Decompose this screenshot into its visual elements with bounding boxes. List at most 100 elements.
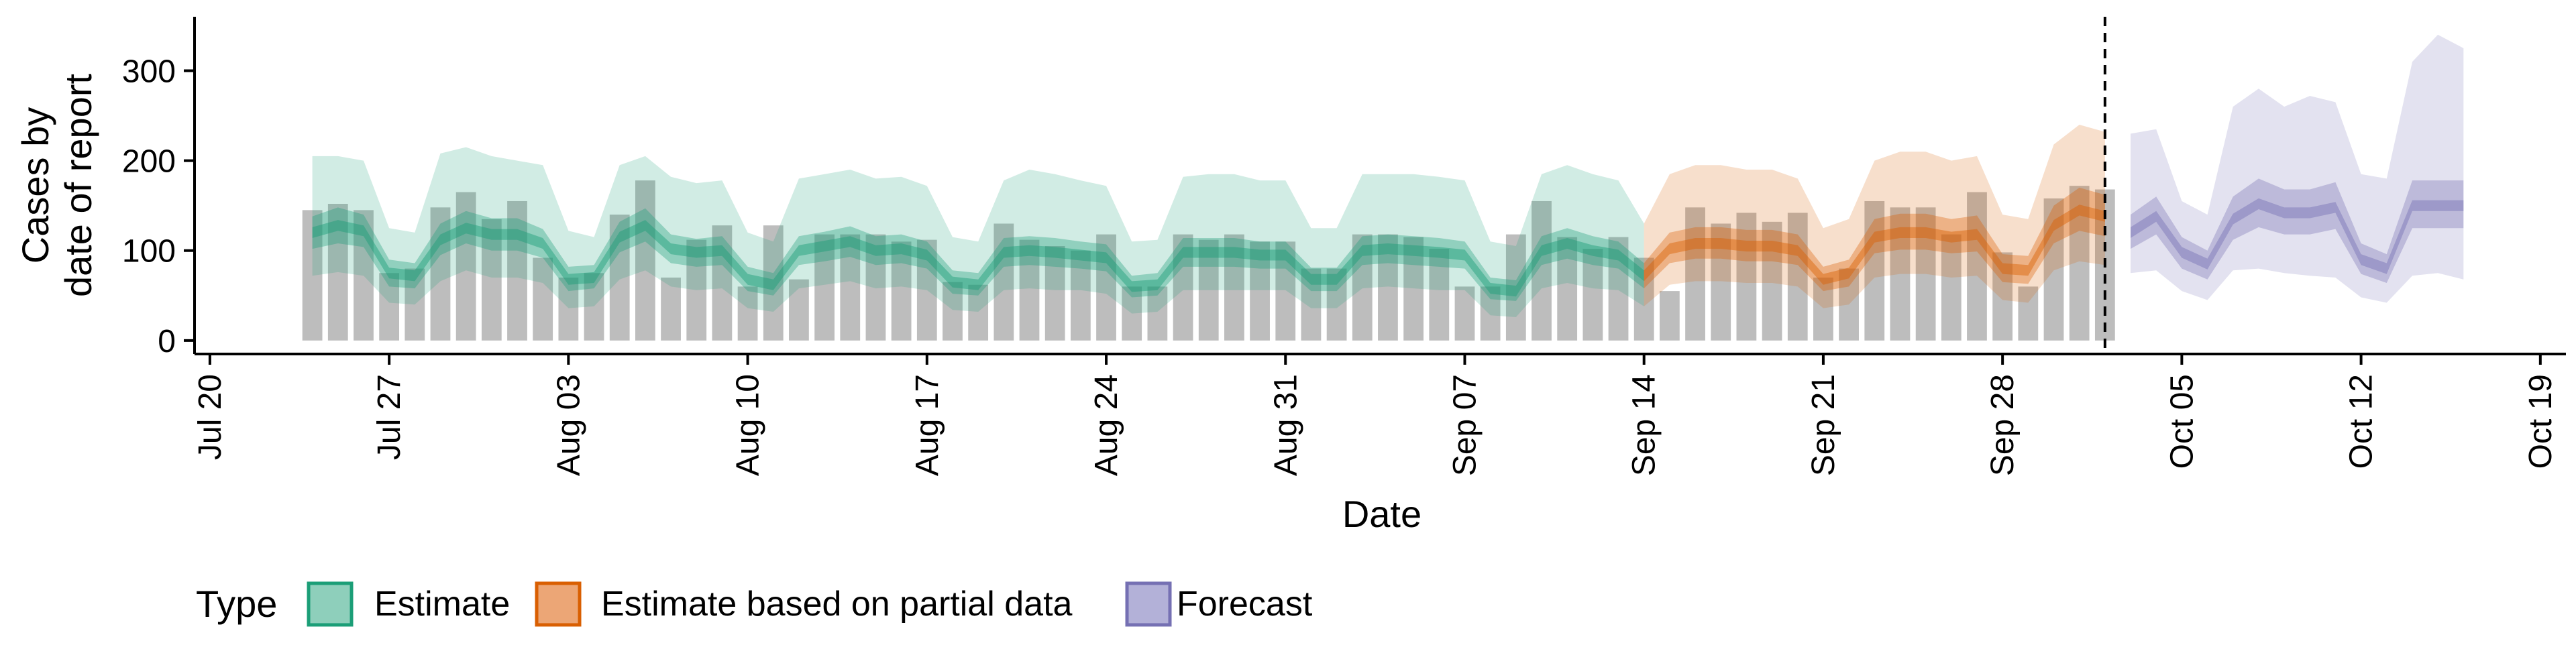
x-tick-label: Aug 10 [731,374,766,476]
reported-cases-bar [533,257,553,341]
reported-cases-bar [1505,234,1526,341]
reported-cases-bar [1685,207,1705,341]
reported-cases-bar [789,279,809,341]
reported-cases-bar [1250,241,1270,341]
y-axis-title-line-2: date of report [57,74,99,298]
reported-cases-bar [1890,207,1911,341]
x-tick-label: Oct 19 [2523,374,2559,469]
reported-cases-bar [2018,286,2039,341]
reported-cases-bar [814,234,835,341]
x-tick-label: Aug 17 [910,374,945,476]
legend-swatch-estimate [307,581,354,627]
y-tick-label: 200 [122,144,176,180]
reported-cases-bar [379,273,400,341]
x-tick-label: Jul 20 [193,374,228,460]
band-median-forecast [2131,198,2464,274]
reported-cases-bar [1198,239,1219,341]
reported-cases-bar [1070,250,1091,341]
estimate-bands [312,34,2464,317]
x-tick-label: Sep 21 [1806,374,1841,476]
reported-cases-bar [1608,237,1629,341]
x-tick-label: Sep 07 [1447,374,1483,476]
reported-cases-bar [840,234,861,341]
y-axis-title-line-1: Cases by [14,107,56,263]
reported-cases-bar [1787,213,1808,341]
reported-cases-bar [968,284,989,341]
reported-cases-bar [712,225,733,341]
legend-swatch-partial [535,581,582,627]
reported-cases-bar [1352,234,1373,341]
x-tick-label: Aug 03 [551,374,586,476]
reported-cases-bar [1659,291,1680,341]
band-50-forecast [2131,178,2464,283]
reported-cases-bar [1532,200,1552,341]
reported-cases-bar [455,192,476,341]
reported-cases-bars [302,180,2115,341]
reported-cases-bar [1454,286,1475,341]
y-tick-label: 0 [158,324,176,359]
reported-cases-bar [635,180,655,341]
reported-cases-bar [1480,286,1501,341]
legend-label-partial: Estimate based on partial data [601,585,1073,624]
reported-cases-bar [1557,237,1578,341]
legend-label-estimate: Estimate [374,585,510,624]
reported-cases-bar [1967,192,1987,341]
x-tick-label: Jul 27 [372,374,407,460]
reported-cases-bar [1301,268,1322,341]
reported-cases-bar [1941,234,1962,341]
x-tick-label: Oct 12 [2344,374,2379,469]
reported-cases-bar [327,203,348,341]
reported-cases-bar [1378,234,1398,341]
band-50-partial [1644,187,2105,292]
reported-cases-bar [584,273,604,341]
reported-cases-bar [1582,249,1603,341]
band-median-estimate [312,220,1644,297]
reported-cases-bar [1633,257,1654,341]
reported-cases-bar [763,225,784,341]
reported-cases-bar [1403,237,1424,341]
x-axis-title: Date [1342,493,1421,535]
reported-cases-bar [1173,234,1193,341]
reported-cases-bar [1275,241,1296,341]
reported-cases-bar [1019,239,1040,341]
reported-cases-bar [507,200,527,341]
reported-cases-bar [2043,198,2064,341]
legend-title: Type [196,583,277,625]
reported-cases-bar [354,210,374,341]
reported-cases-bar [1096,234,1116,341]
band-90-partial [1644,125,2105,308]
reported-cases-bar [481,219,502,341]
legend-label-forecast: Forecast [1177,585,1313,624]
reported-cases-bar [1044,246,1065,341]
reported-cases-bar [994,223,1014,341]
reported-cases-bar [737,286,758,341]
band-median-partial [1644,204,2105,285]
reported-cases-bar [405,268,425,341]
legend-swatch-forecast [1125,581,1172,627]
reported-cases-bar [1736,213,1757,341]
reported-cases-bar [865,234,886,341]
reported-cases-bar [558,277,579,341]
reported-cases-bar [891,241,912,341]
x-tick-label: Sep 28 [1985,374,2021,476]
reported-cases-bar [1762,221,1782,341]
axes [193,17,2566,355]
reported-cases-bar [302,210,323,341]
x-tick-label: Aug 31 [1268,374,1303,476]
reported-cases-bar [1429,249,1450,341]
reported-cases-bar [1326,268,1347,341]
x-tick-label: Sep 14 [1627,374,1662,476]
reported-cases-bar [1839,268,1859,341]
band-90-forecast [2131,34,2464,303]
reported-cases-bar [1992,252,2013,341]
x-axis-ticks: Jul 20 Jul 27 Aug 03 Aug 10 Aug 17 Aug 24 Aug … [193,354,2559,476]
y-tick-label: 100 [122,234,176,270]
reported-cases-bar [943,282,963,341]
y-axis-ticks: 0 100 200 300 [122,54,195,359]
reported-cases-bar [430,207,451,341]
band-50-estimate [312,207,1644,301]
reported-cases-bar [1864,200,1885,341]
reported-cases-bar [609,215,630,341]
